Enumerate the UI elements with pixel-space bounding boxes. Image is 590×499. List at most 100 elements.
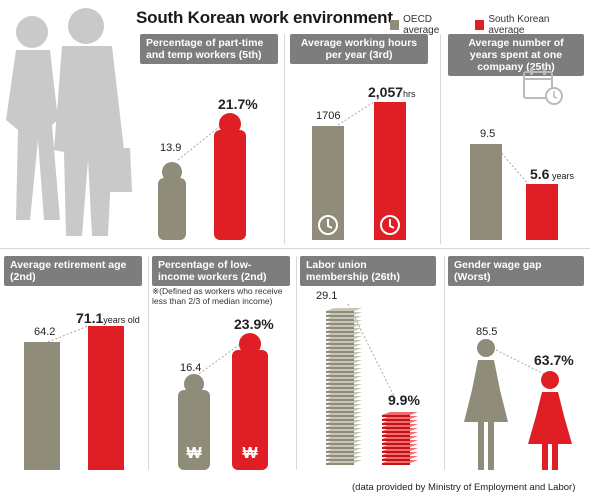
- stack-sheet-edge: [326, 383, 354, 385]
- stack-sheet-edge: [326, 451, 354, 453]
- calendar-icon: [523, 68, 563, 105]
- value-label-oecd: 16.4: [180, 362, 202, 374]
- value-label-oecd: 9.5: [480, 128, 496, 140]
- stack-sheet-edge: [382, 463, 410, 465]
- value-label-korea: 2,057hrs: [368, 84, 416, 100]
- panel5-chart: ₩ ₩: [178, 333, 268, 470]
- comparison-line: [177, 117, 231, 161]
- comparison-line: [47, 325, 89, 343]
- stack-sheet-edge: [326, 315, 354, 317]
- panel-header-low-income: Percentage of low-income workers (2nd): [152, 256, 290, 286]
- value-label-oecd: 13.9: [160, 142, 182, 154]
- stack-sheet-edge: [382, 435, 410, 437]
- divider: [284, 34, 285, 244]
- value-label-korea: 21.7%: [218, 96, 258, 112]
- stack-sheet-edge: [382, 415, 410, 417]
- page-title: South Korean work environment: [136, 8, 393, 27]
- bar-oecd: [470, 144, 502, 240]
- people-silhouette-icon: [6, 8, 132, 236]
- bar-korea: [382, 412, 418, 465]
- divider: [0, 248, 590, 249]
- legend-label-oecd: OECD average: [403, 14, 440, 36]
- stack-sheet-edge: [326, 391, 354, 393]
- stack-sheet: [326, 308, 362, 311]
- value-label-oecd: 85.5: [476, 326, 498, 338]
- person-head-oecd-icon: [162, 162, 182, 182]
- divider: [444, 256, 445, 470]
- bar-oecd: [178, 390, 210, 470]
- divider: [148, 256, 149, 470]
- clock-icon: [380, 215, 400, 235]
- value-label-korea: 63.7%: [534, 352, 574, 368]
- stack-sheet-edge: [326, 331, 354, 333]
- value-label-korea: 5.6 years: [530, 166, 574, 182]
- stack-sheet-edge: [326, 395, 354, 397]
- bar-korea: [214, 130, 246, 240]
- stack-sheet-edge: [326, 371, 354, 373]
- stack-sheet-edge: [326, 367, 354, 369]
- value-label-oecd: 1706: [316, 110, 341, 122]
- clock-icon: [318, 215, 338, 235]
- stack-sheet-edge: [382, 427, 410, 429]
- definition-note: ※(Defined as workers who receive less th…: [152, 286, 283, 306]
- stack-sheet-edge: [382, 455, 410, 457]
- stack-sheet-edge: [382, 459, 410, 461]
- stack-sheet-edge: [382, 451, 410, 453]
- bar-korea: [526, 184, 558, 240]
- stack-sheet-edge: [326, 347, 354, 349]
- stack-sheet-edge: [382, 419, 410, 421]
- stack-sheet-edge: [326, 439, 354, 441]
- panel-header-years-at-company: Average number of years spent at one com…: [448, 34, 584, 76]
- panel6-chart: [326, 303, 418, 465]
- legend-swatch-oecd: [390, 20, 400, 30]
- stack-sheet-edge: [326, 435, 354, 437]
- value-label-oecd: 29.1: [316, 290, 338, 302]
- panel1-chart: [158, 113, 246, 240]
- person-head-korea-icon: [239, 333, 261, 355]
- stack-sheet-edge: [326, 399, 354, 401]
- value-label-korea: 9.9%: [388, 392, 420, 408]
- legend-label-korea: South Korean average: [488, 14, 550, 36]
- stack-sheet-edge: [326, 419, 354, 421]
- stack-sheet-edge: [326, 431, 354, 433]
- stack-sheet-edge: [382, 439, 410, 441]
- stack-sheet-edge: [326, 455, 354, 457]
- panel4-chart: [24, 325, 124, 470]
- comparison-line: [495, 349, 549, 377]
- stack-sheet-edge: [326, 327, 354, 329]
- stack-sheet-edge: [326, 387, 354, 389]
- stack-sheet-edge: [326, 355, 354, 357]
- won-symbol-korea: ₩: [242, 445, 258, 462]
- stack-sheet-edge: [382, 447, 410, 449]
- stack-sheet-edge: [326, 423, 354, 425]
- panel-header-retirement-age: Average retirement age (2nd): [4, 256, 142, 286]
- woman-figure-korea-icon: [528, 371, 572, 470]
- value-label-korea: 71.1years old: [76, 310, 140, 326]
- panel7-chart: [464, 339, 572, 470]
- stack-sheet-edge: [382, 431, 410, 433]
- panel-header-gender-wage-gap: Gender wage gap (Worst): [448, 256, 584, 286]
- value-label-korea: 23.9%: [234, 316, 274, 332]
- panel-header-part-time: Percentage of part-time and temp workers…: [140, 34, 278, 64]
- comparison-line: [337, 101, 375, 126]
- legend-swatch-korea: [475, 20, 485, 30]
- stack-sheet-edge: [326, 363, 354, 365]
- stack-sheet-edge: [326, 319, 354, 321]
- stack-sheet-edge: [382, 423, 410, 425]
- stack-sheet-edge: [326, 343, 354, 345]
- stack-sheet-edge: [326, 323, 354, 325]
- stack-sheet-edge: [382, 443, 410, 445]
- stack-sheet-edge: [326, 335, 354, 337]
- bar-oecd: [24, 342, 60, 470]
- value-label-oecd: 64.2: [34, 326, 56, 338]
- divider: [440, 34, 441, 244]
- woman-figure-oecd-icon: [464, 339, 508, 470]
- bar-korea: [88, 326, 124, 470]
- stack-sheet-edge: [326, 447, 354, 449]
- bar-korea: [232, 350, 268, 470]
- stack-sheet-edge: [326, 411, 354, 413]
- stack-sheet-edge: [326, 403, 354, 405]
- legend: OECD average South Korean average: [390, 14, 590, 36]
- stack-sheet-edge: [326, 427, 354, 429]
- stack-sheet-edge: [326, 351, 354, 353]
